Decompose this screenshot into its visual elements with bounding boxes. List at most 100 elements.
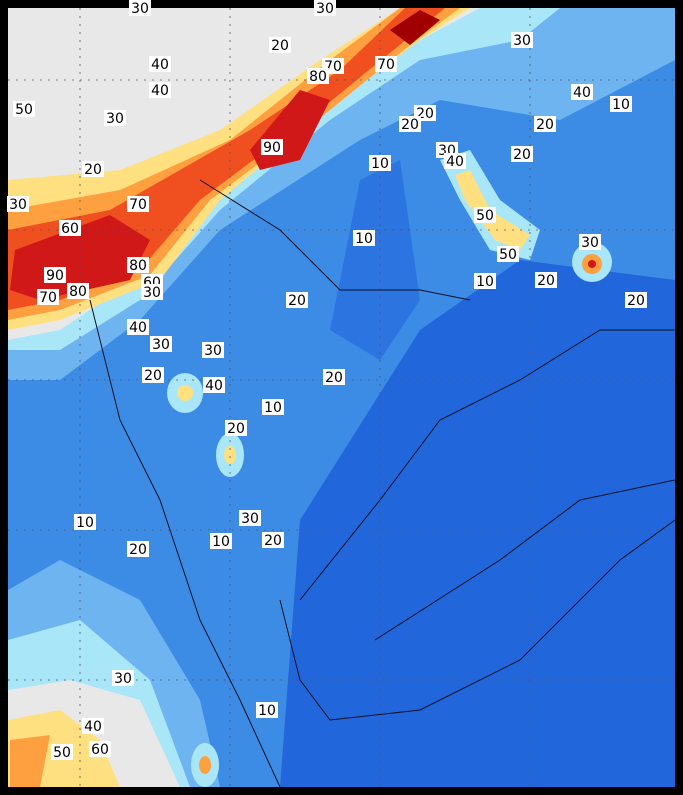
contour-label: 30	[241, 511, 259, 527]
contour-label-box: 10	[256, 702, 278, 719]
contour-label-box: 30	[150, 336, 172, 353]
contour-label: 30	[204, 343, 222, 359]
label-background	[262, 399, 284, 415]
contour-labels: 30 30 20 40 40 30 70 80 70 50 30 20 20 20 40 10 90 30 40 20…	[7, 0, 647, 761]
contour-label: 10	[612, 97, 630, 113]
contour-label-box: 50	[13, 101, 35, 118]
contour-label: 10	[476, 274, 494, 290]
contour-label-box: 20	[225, 420, 247, 437]
contour-label: 80	[69, 284, 87, 300]
contour-label: 10	[212, 534, 230, 550]
contour-label: 20	[401, 117, 419, 133]
contour-label-box: 30	[141, 284, 163, 301]
contour-label-box: 40	[203, 377, 225, 394]
contour-label: 20	[84, 162, 102, 178]
contour-label: 20	[325, 370, 343, 386]
label-background	[127, 257, 149, 273]
contour-label-box: 30	[511, 32, 533, 49]
contour-label: 30	[143, 285, 161, 301]
contour-label: 30	[131, 1, 149, 17]
contour-label: 30	[114, 671, 132, 687]
label-background	[202, 342, 224, 358]
contour-label-box: 30	[202, 342, 224, 359]
contour-label: 50	[15, 102, 33, 118]
label-background	[203, 377, 225, 393]
label-background	[112, 670, 134, 686]
contour-label: 10	[76, 515, 94, 531]
contour-label-box: 50	[51, 744, 73, 761]
label-background	[535, 272, 557, 288]
label-background	[497, 246, 519, 262]
contour-label: 30	[513, 33, 531, 49]
contour-label-box: 60	[89, 741, 111, 758]
contour-label-box: 20	[399, 116, 421, 133]
contour-label: 90	[263, 140, 281, 156]
contour-label: 30	[316, 1, 334, 17]
contour-label-box: 80	[127, 257, 149, 274]
contour-label-box: 20	[534, 116, 556, 133]
contour-label: 10	[264, 400, 282, 416]
contour-label: 50	[53, 745, 71, 761]
contour-label-box: 40	[82, 718, 104, 735]
contour-label-box: 20	[511, 146, 533, 163]
contour-label: 30	[9, 197, 27, 213]
label-background	[307, 68, 329, 84]
label-background	[474, 207, 496, 223]
contour-label-box: 30	[239, 510, 261, 527]
contour-label-box: 30	[7, 196, 29, 213]
contour-label-box: 40	[571, 84, 593, 101]
contour-label-box: 20	[82, 161, 104, 178]
contour-label: 40	[84, 719, 102, 735]
label-background	[474, 273, 496, 289]
label-background	[579, 234, 601, 250]
label-background	[127, 541, 149, 557]
label-background	[129, 0, 151, 16]
contour-label-box: 20	[535, 272, 557, 289]
contour-label: 20	[536, 117, 554, 133]
contour-label: 20	[627, 293, 645, 309]
label-background	[104, 110, 126, 126]
contour-label-box: 50	[497, 246, 519, 263]
contour-label: 80	[309, 69, 327, 85]
contour-label: 10	[258, 703, 276, 719]
contour-label-box: 20	[625, 292, 647, 309]
contour-label-box: 90	[261, 139, 283, 156]
label-background	[225, 420, 247, 436]
contour-label-box: 10	[74, 514, 96, 531]
contour-label-box: 50	[474, 207, 496, 224]
contour-label: 70	[129, 197, 147, 213]
contour-label-box: 10	[262, 399, 284, 416]
contour-label: 20	[227, 421, 245, 437]
label-background	[375, 56, 397, 72]
label-background	[89, 741, 111, 757]
contour-label: 40	[151, 57, 169, 73]
contour-label: 20	[129, 542, 147, 558]
contour-label: 50	[476, 208, 494, 224]
contour-label: 50	[499, 247, 517, 263]
contour-label-box: 80	[307, 68, 329, 85]
contour-label: 20	[537, 273, 555, 289]
label-background	[239, 510, 261, 526]
contour-label-box: 20	[127, 541, 149, 558]
label-background	[625, 292, 647, 308]
label-background	[51, 744, 73, 760]
label-background	[149, 82, 171, 98]
contour-label-box: 40	[149, 56, 171, 73]
contour-label: 20	[144, 368, 162, 384]
contour-label: 40	[205, 378, 223, 394]
label-background	[534, 116, 556, 132]
label-background	[127, 319, 149, 335]
contour-label: 30	[152, 337, 170, 353]
label-background	[286, 292, 308, 308]
label-background	[314, 0, 336, 16]
contour-label-box: 30	[129, 0, 151, 17]
contour-label: 20	[288, 293, 306, 309]
label-background	[571, 84, 593, 100]
label-background	[44, 267, 66, 283]
contour-label: 40	[151, 83, 169, 99]
contour-label-box: 40	[149, 82, 171, 99]
contour-label: 30	[106, 111, 124, 127]
contour-label: 20	[271, 38, 289, 54]
contour-label: 70	[39, 290, 57, 306]
